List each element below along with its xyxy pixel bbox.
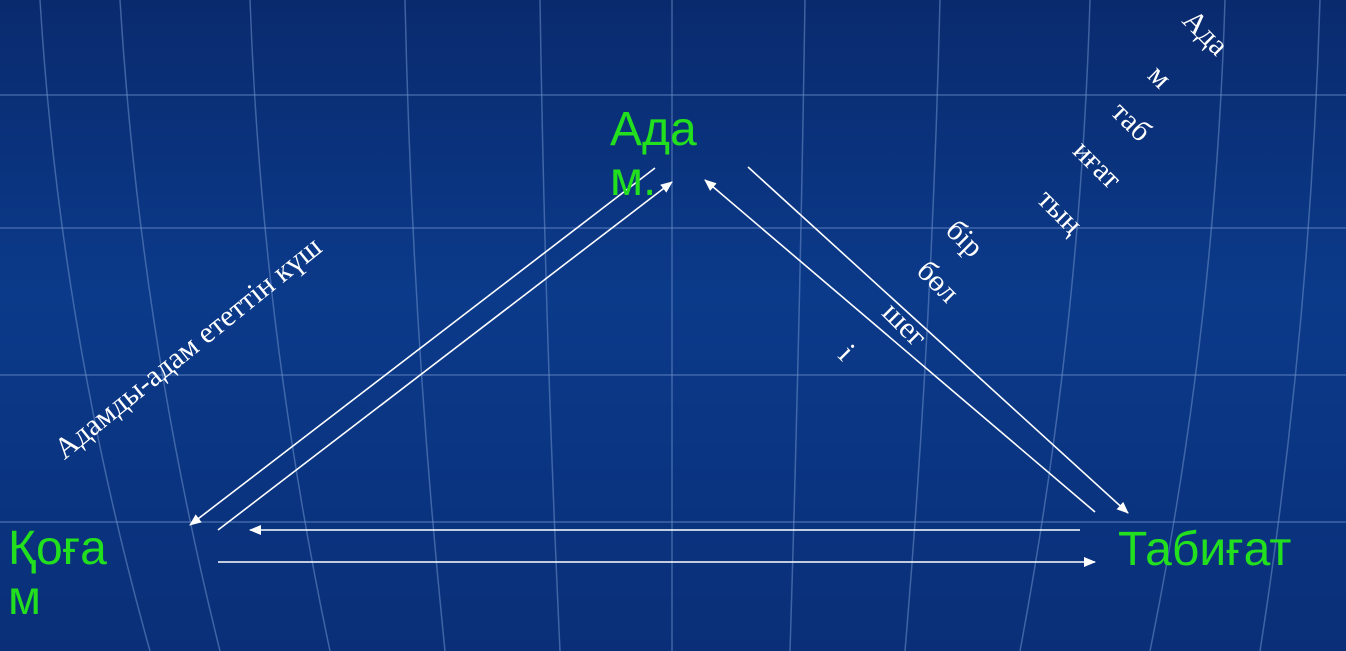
node-qogam: Қоға м <box>8 522 107 626</box>
node-adam: Ада м. <box>610 103 697 207</box>
arrow-qogam-to-adam <box>217 181 673 531</box>
arrow-adam-to-qogam <box>189 167 656 526</box>
arrow-tabigat-to-adam <box>704 179 1096 513</box>
arrow-adam-to-tabigat <box>747 166 1129 514</box>
node-tabigat: Табиғат <box>1118 523 1292 576</box>
